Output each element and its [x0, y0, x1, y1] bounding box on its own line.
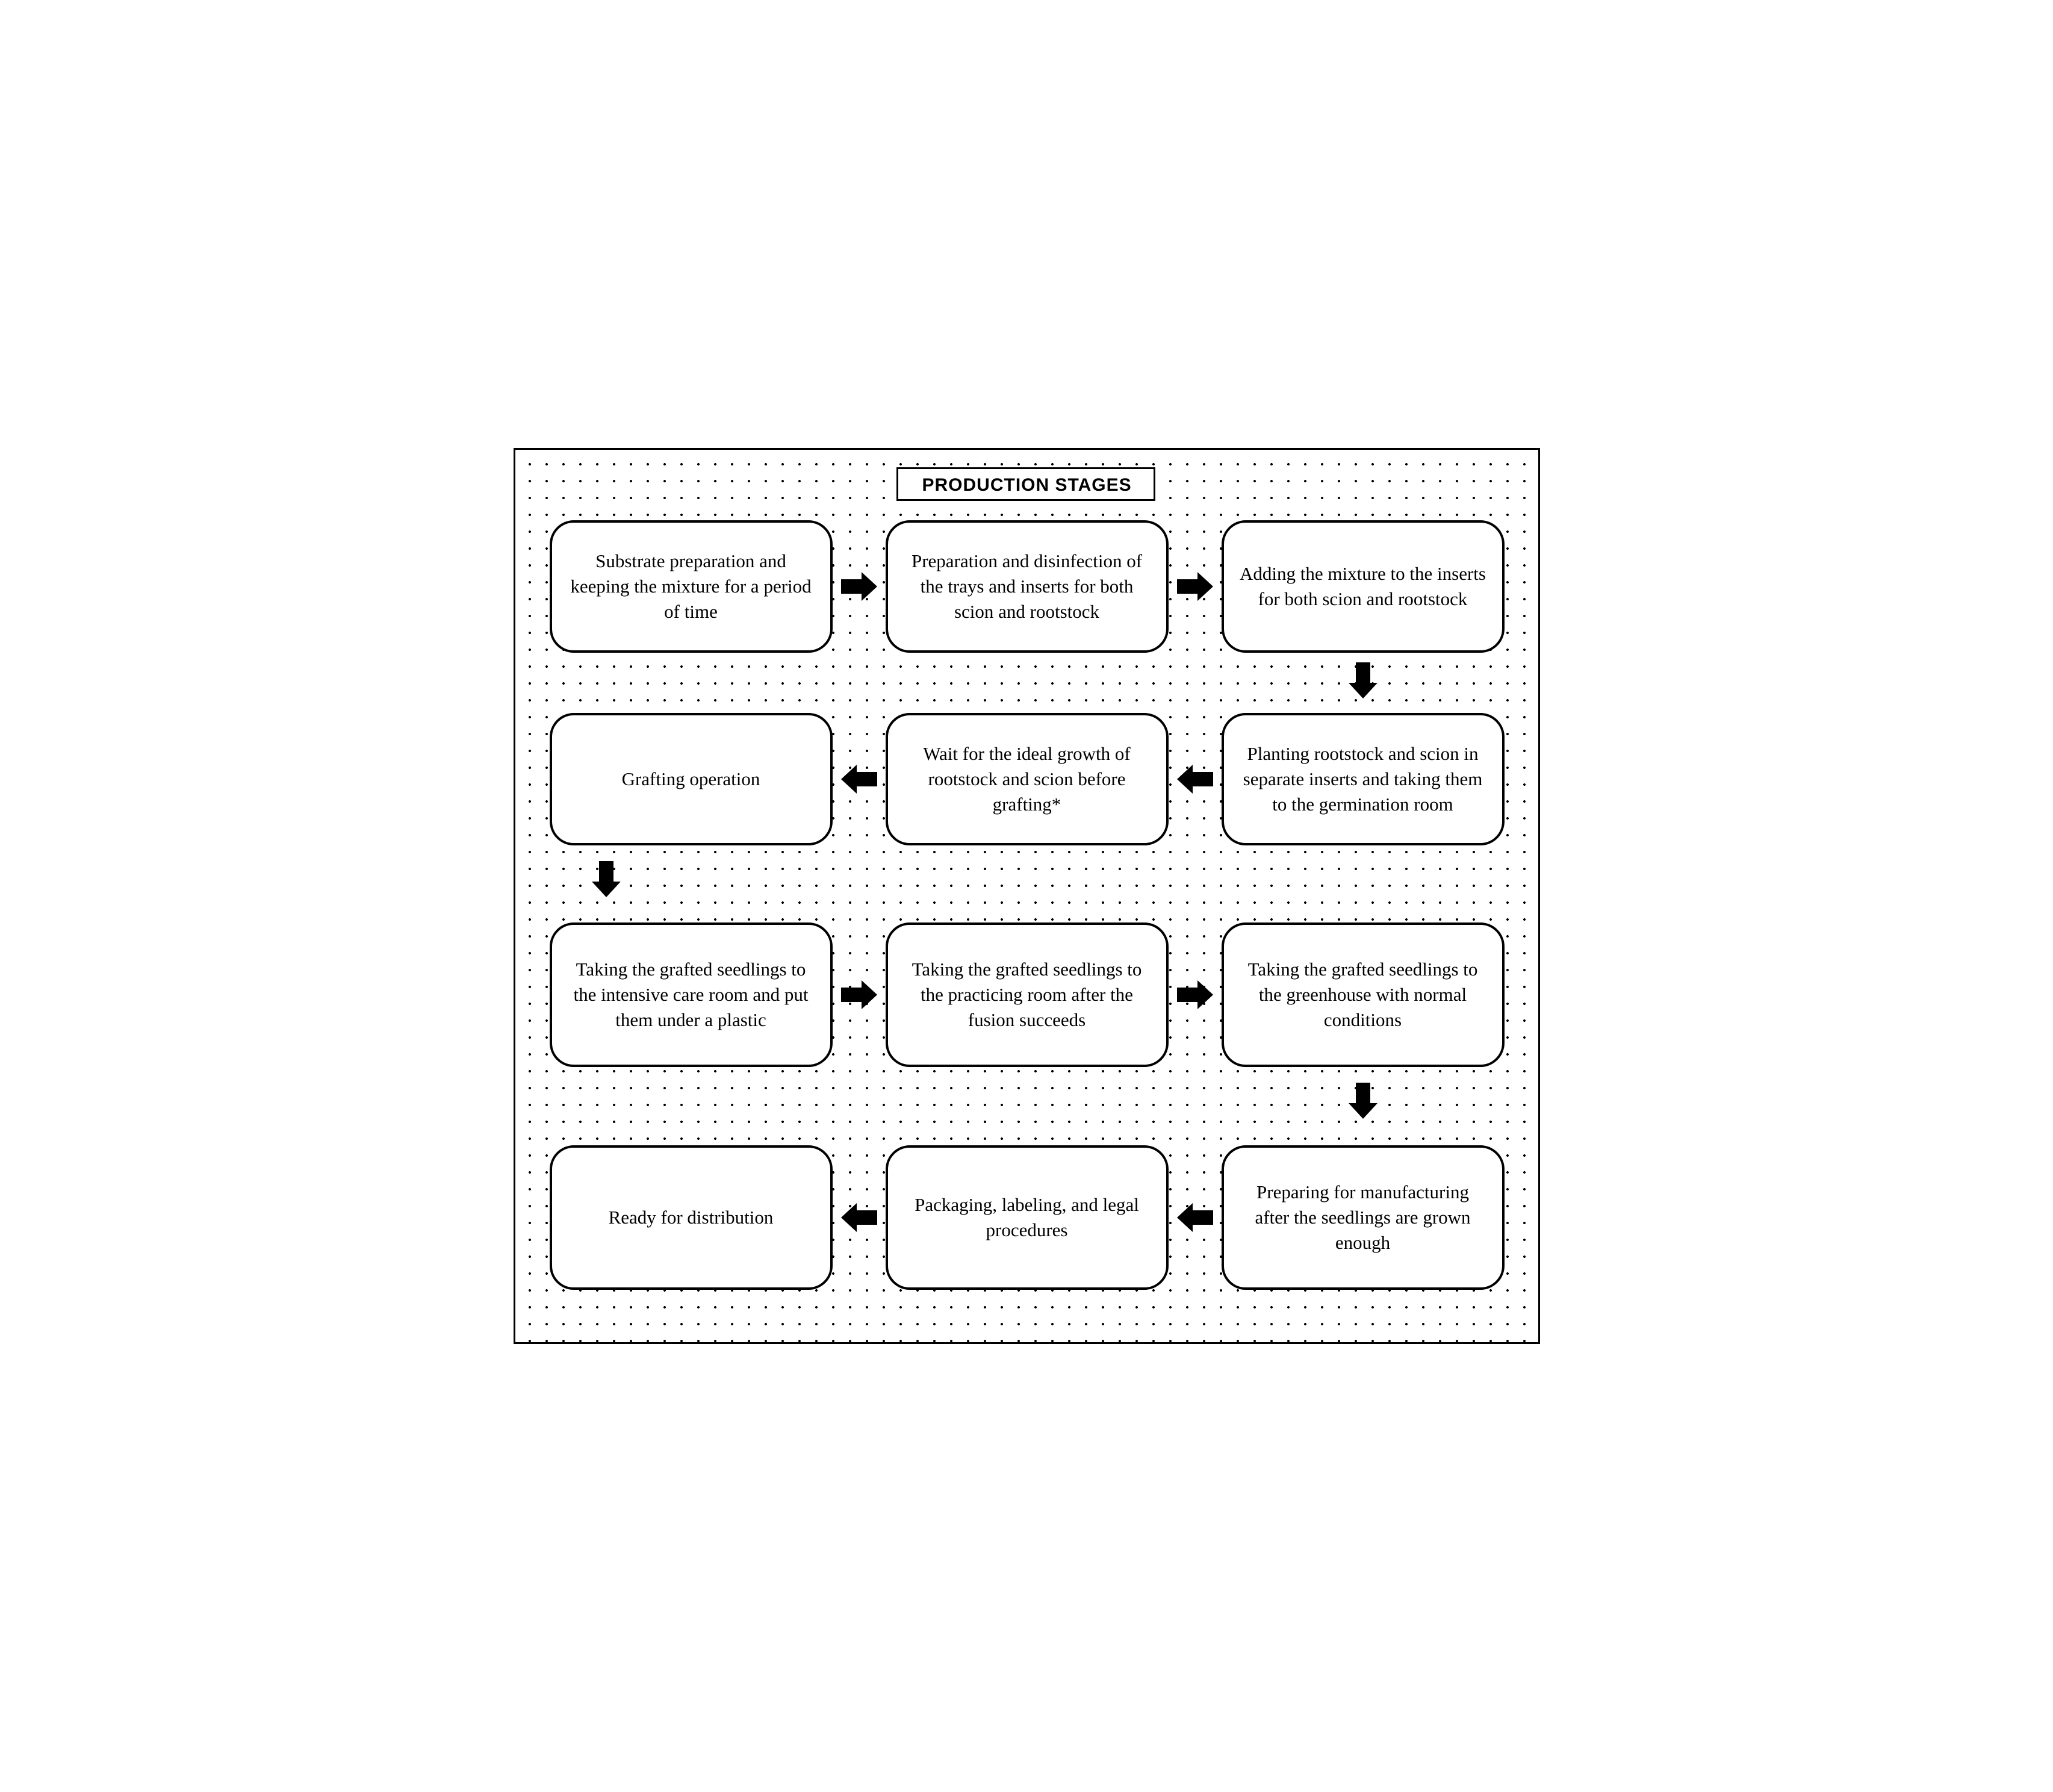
- flowchart-node: Taking the grafted seedlings to the inte…: [550, 922, 833, 1067]
- flowchart-node: Preparation and disinfection of the tray…: [886, 520, 1169, 653]
- flowchart-arrow: [1177, 765, 1213, 794]
- flowchart-node: Ready for distribution: [550, 1145, 833, 1290]
- flowchart-arrow: [592, 861, 621, 897]
- flowchart-node: Substrate preparation and keeping the mi…: [550, 520, 833, 653]
- flowchart-node: Taking the grafted seedlings to the prac…: [886, 922, 1169, 1067]
- flowchart-arrow: [1349, 662, 1377, 698]
- flowchart-node: Planting rootstock and scion in separate…: [1222, 713, 1505, 845]
- flowchart-arrow: [1177, 980, 1213, 1009]
- flowchart-node: Preparing for manufacturing after the se…: [1222, 1145, 1505, 1290]
- diagram-title: PRODUCTION STAGES: [896, 467, 1155, 501]
- diagram-frame: PRODUCTION STAGES Substrate preparation …: [514, 448, 1540, 1344]
- flowchart-node: Adding the mixture to the inserts for bo…: [1222, 520, 1505, 653]
- flowchart-arrow: [841, 1203, 877, 1232]
- flowchart-arrow: [841, 765, 877, 794]
- flowchart-node: Grafting operation: [550, 713, 833, 845]
- flowchart-arrow: [1177, 572, 1213, 601]
- flowchart-node: Packaging, labeling, and legal procedure…: [886, 1145, 1169, 1290]
- flowchart-arrow: [841, 980, 877, 1009]
- flowchart-node: Wait for the ideal growth of rootstock a…: [886, 713, 1169, 845]
- flowchart-node: Taking the grafted seedlings to the gree…: [1222, 922, 1505, 1067]
- flowchart-arrow: [1177, 1203, 1213, 1232]
- flowchart-arrow: [1349, 1083, 1377, 1119]
- flowchart-arrow: [841, 572, 877, 601]
